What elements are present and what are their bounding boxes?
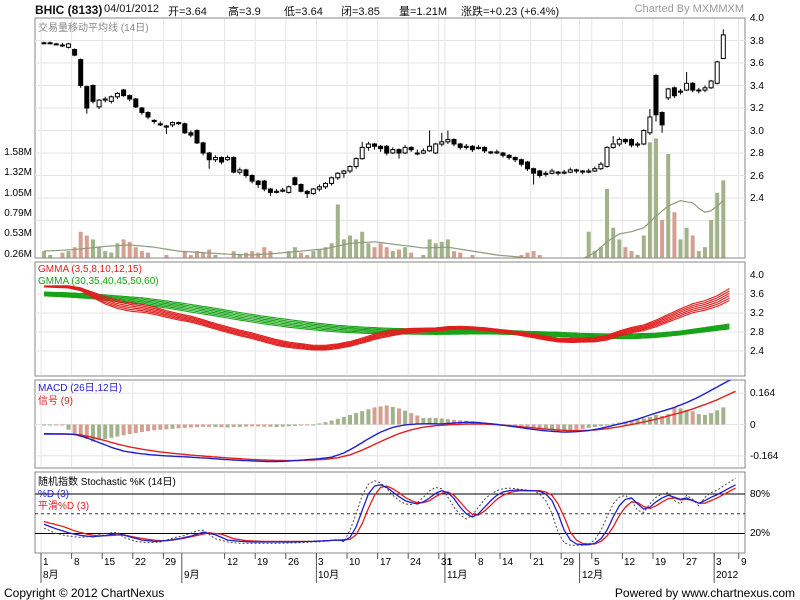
price-axis-tick: 2.4: [750, 193, 764, 204]
price-axis-tick: 2.6: [750, 171, 764, 182]
gmma-axis-tick: 3.6: [750, 289, 764, 300]
price-axis-tick: 2.8: [750, 148, 764, 159]
charted-by: Charted By MXMMXM: [634, 3, 744, 15]
macd-axis-tick: 0: [750, 420, 756, 431]
month-axis-tick: 2012: [716, 570, 739, 581]
date-axis-tick: 3: [716, 557, 722, 568]
date-axis-tick: 5: [594, 557, 600, 568]
volume-axis-tick: 0.26M: [4, 249, 32, 260]
month-axis-tick: 9月: [184, 570, 200, 581]
date-axis-tick: 21: [533, 557, 545, 568]
volume-axis-tick: 0.79M: [4, 208, 32, 219]
volume-axis-tick: 0.53M: [4, 228, 32, 239]
powered-by-link[interactable]: Powered by www.chartnexus.com: [614, 586, 795, 600]
volume-axis-tick: 1.58M: [4, 147, 32, 158]
macd-axis-tick: 0.164: [750, 388, 776, 399]
price-axis-tick: 3.6: [750, 58, 764, 69]
date-axis-tick: 26: [288, 557, 300, 568]
date-axis-tick: 14: [502, 557, 514, 568]
stoch-slowd-label: 平滑%D (3): [38, 501, 90, 512]
date-axis-tick: 24: [410, 557, 422, 568]
gmma-axis-tick: 3.2: [750, 308, 764, 319]
month-axis-tick: 12月: [582, 570, 604, 581]
quote-open: 开=3.64: [168, 6, 207, 18]
price-axis-tick: 3.4: [750, 81, 764, 92]
quote-volume: 量=1.21M: [399, 6, 447, 18]
price-axis-tick: 3.0: [750, 126, 764, 137]
gmma-axis-tick: 2.4: [750, 346, 764, 357]
stoch-axis-tick: 80%: [750, 489, 771, 500]
date-axis-tick: 31: [441, 557, 453, 568]
volume-axis-tick: 1.05M: [4, 188, 32, 199]
date-axis-tick: 8: [74, 557, 80, 568]
date-axis-tick: 8: [478, 557, 484, 568]
month-axis-tick: 11月: [447, 570, 468, 581]
macd-label: MACD (26日,12日): [38, 383, 122, 394]
stoch-d-label: %D (3): [38, 489, 70, 500]
gmma-long-label: GMMA (30,35,40,45,50,60): [38, 276, 159, 287]
price-axis-tick: 3.2: [750, 103, 764, 114]
date-axis-tick: 10: [349, 557, 361, 568]
date-axis-tick: 27: [686, 557, 698, 568]
quote-change: 涨跌=+0.23 (+6.4%): [461, 6, 560, 18]
macd-axis-tick: -0.164: [750, 451, 779, 462]
date-axis-tick: 29: [563, 557, 575, 568]
gmma-axis-tick: 4.0: [750, 270, 764, 281]
month-axis-tick: 10月: [318, 570, 340, 581]
date-axis-tick: 12: [227, 557, 239, 568]
volume-axis-tick: 1.32M: [4, 167, 32, 178]
price-axis-tick: 3.8: [750, 36, 764, 47]
month-axis-tick: 8月: [43, 570, 59, 581]
date-axis-tick: 19: [655, 557, 667, 568]
macd-signal-label: 信号 (9): [38, 396, 73, 407]
stoch-title-label: 随机指数 Stochastic %K (14日): [38, 477, 176, 488]
quote-date: 04/01/2012: [104, 3, 160, 15]
date-axis-tick: 1: [447, 557, 453, 568]
symbol-label: BHIC (8133): [35, 3, 103, 17]
date-axis-tick: 29: [165, 557, 177, 568]
date-axis-tick: 9: [741, 557, 747, 568]
date-axis-tick: 17: [380, 557, 392, 568]
date-axis-tick: 15: [104, 557, 116, 568]
quote-high: 高=3.9: [228, 6, 261, 18]
stoch-axis-tick: 20%: [750, 528, 771, 539]
volume-ma-label: 交易量移动平均线 (14日): [38, 23, 149, 34]
gmma-axis-tick: 2.8: [750, 327, 764, 338]
quote-low: 低=3.64: [284, 6, 323, 18]
date-axis-tick: 12: [624, 557, 636, 568]
date-axis-tick: 22: [135, 557, 147, 568]
date-axis-tick: 1: [43, 557, 49, 568]
date-axis-tick: 3: [318, 557, 324, 568]
gmma-short-label: GMMA (3,5,8,10,12,15): [38, 264, 142, 275]
copyright-text: Copyright © 2012 ChartNexus: [4, 586, 165, 600]
quote-close: 闭=3.85: [341, 6, 380, 18]
price-axis-tick: 4.0: [750, 13, 764, 24]
date-axis-tick: 19: [257, 557, 269, 568]
